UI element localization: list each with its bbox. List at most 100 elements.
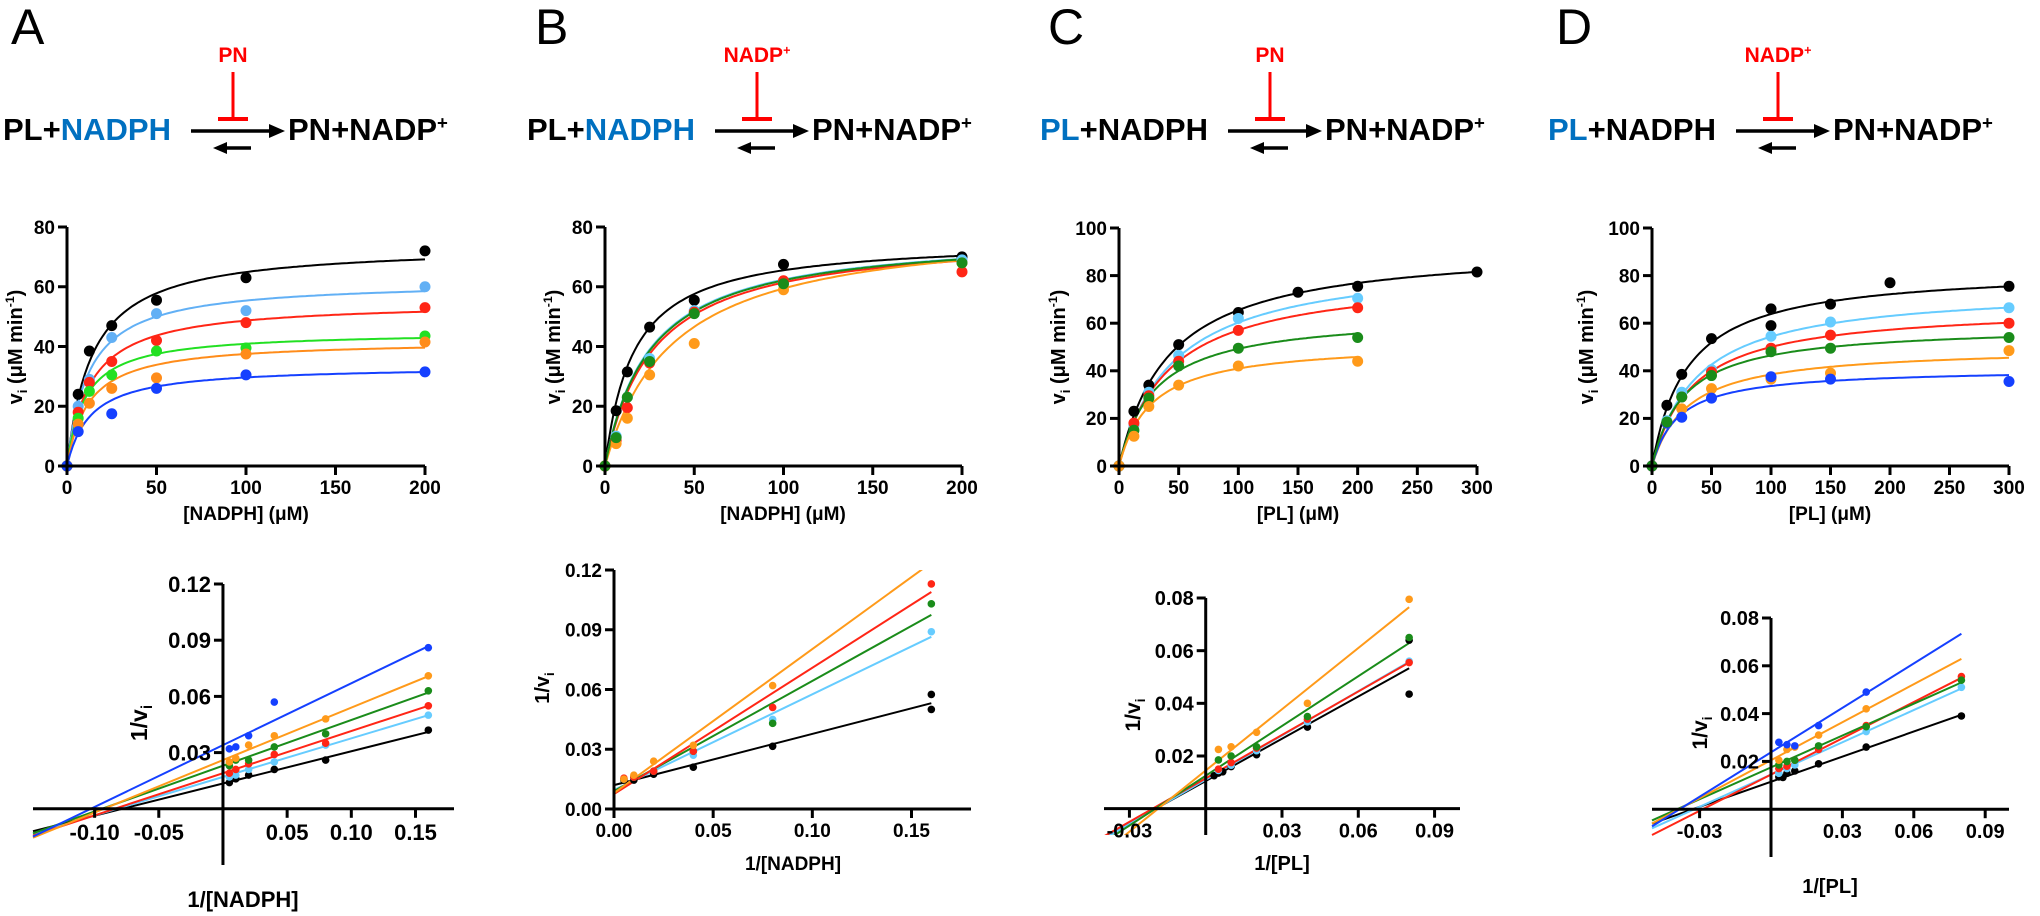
data-point-series-5 bbox=[1765, 346, 1777, 358]
reactant-nadph: NADPH bbox=[584, 112, 695, 147]
data-point-series-0 bbox=[72, 388, 84, 400]
data-point-series-5 bbox=[106, 408, 118, 420]
data-point-series-2 bbox=[1352, 302, 1364, 314]
x-tick-label: 250 bbox=[1401, 478, 1433, 499]
y-title-subscript: i bbox=[1132, 698, 1148, 702]
x-tick-label: 0 bbox=[62, 478, 73, 499]
plus-sign: + bbox=[1587, 112, 1606, 147]
y-title-units: (μM min bbox=[1048, 307, 1070, 389]
x-tick-label: 150 bbox=[857, 478, 889, 499]
y-title-main: 1/v bbox=[532, 675, 554, 704]
y-title-main: v bbox=[1576, 392, 1598, 404]
reactant-pl: PL bbox=[527, 112, 567, 147]
forward-arrowhead-icon bbox=[269, 124, 285, 138]
data-point-series-2 bbox=[1405, 658, 1413, 667]
panel-letter: D bbox=[1556, 0, 1593, 55]
y-title-main: v bbox=[1048, 392, 1070, 404]
reactants: PL+NADPH bbox=[3, 112, 171, 148]
data-point-series-5 bbox=[1783, 740, 1791, 749]
y-title-units: (μM min bbox=[1576, 307, 1598, 389]
data-point-series-1 bbox=[1825, 316, 1836, 328]
x-tick-label: 50 bbox=[146, 478, 167, 499]
inhibitor-charge: + bbox=[1804, 43, 1812, 58]
y-tick-label: 0 bbox=[44, 457, 55, 478]
reactants: PL+NADPH bbox=[1040, 112, 1208, 148]
x-tick-label: 0.00 bbox=[596, 821, 633, 842]
data-point-series-0 bbox=[621, 366, 633, 378]
data-point-series-0 bbox=[644, 321, 656, 333]
data-point-series-0 bbox=[321, 756, 330, 764]
data-point-series-4 bbox=[768, 681, 777, 690]
y-title-main: 1/v bbox=[1689, 720, 1712, 750]
y-title-units: (μM min bbox=[543, 307, 565, 389]
data-point-series-2 bbox=[2003, 317, 2015, 329]
data-point-series-5 bbox=[1814, 721, 1823, 730]
y-tick-label: 80 bbox=[1086, 266, 1107, 287]
y-tick-label: 20 bbox=[34, 397, 55, 418]
x-tick-label: 200 bbox=[1342, 478, 1374, 499]
data-point-series-5 bbox=[270, 698, 279, 706]
x-tick-label: 200 bbox=[946, 478, 978, 499]
data-point-series-4 bbox=[424, 671, 433, 680]
data-point-series-0 bbox=[424, 726, 433, 734]
products: PN+NADP+ bbox=[1325, 112, 1485, 148]
data-point-series-4 bbox=[1303, 699, 1312, 708]
y-tick-label: 40 bbox=[572, 337, 593, 358]
data-point-series-0 bbox=[689, 763, 698, 771]
data-point-series-5 bbox=[225, 745, 234, 753]
data-point-series-0 bbox=[270, 765, 279, 774]
data-point-series-4 bbox=[956, 257, 968, 269]
data-point-series-4 bbox=[83, 397, 95, 409]
fit-line-series-1 bbox=[66, 290, 425, 466]
x-tick-label: 0 bbox=[600, 478, 611, 499]
x-tick-label: 0.10 bbox=[794, 821, 831, 842]
data-point-series-0 bbox=[2003, 280, 2015, 292]
y-tick-label: 40 bbox=[34, 337, 55, 358]
data-point-series-4 bbox=[1676, 411, 1688, 423]
inhibitor-name: PN bbox=[1255, 44, 1285, 67]
x-tick-label: 100 bbox=[230, 478, 262, 499]
reactants: PL+NADPH bbox=[1548, 112, 1716, 148]
fit-line-series-0 bbox=[1118, 270, 1478, 466]
plus-sign: + bbox=[1079, 112, 1098, 147]
data-point-series-0 bbox=[1814, 759, 1823, 768]
data-point-series-4 bbox=[321, 715, 330, 723]
fit-line-series-5 bbox=[66, 371, 426, 466]
products: PN+NADP+ bbox=[288, 112, 448, 148]
data-point-series-0 bbox=[240, 272, 252, 284]
x-tick-label: 0.15 bbox=[893, 821, 930, 842]
fit-line-series-0 bbox=[604, 254, 963, 466]
x-tick-label: 0.10 bbox=[330, 820, 373, 845]
data-point-series-1 bbox=[270, 758, 279, 766]
data-point-series-3 bbox=[644, 369, 656, 381]
y-tick-label: 0.06 bbox=[565, 680, 602, 701]
y-axis-title: 1/vi bbox=[1122, 698, 1148, 731]
fit-line-series-5 bbox=[1651, 632, 1962, 828]
data-point-series-2 bbox=[106, 355, 118, 367]
data-point-series-2 bbox=[231, 765, 240, 774]
y-tick-label: 0.00 bbox=[565, 800, 602, 821]
plus-sign: + bbox=[566, 112, 585, 147]
data-point-series-2 bbox=[240, 317, 252, 329]
inhibitor-name: NADP bbox=[723, 44, 784, 67]
products-charge: + bbox=[961, 111, 972, 133]
fit-line-series-0 bbox=[66, 258, 426, 466]
x-tick-label: 50 bbox=[1701, 478, 1722, 499]
y-tick-label: 0.12 bbox=[565, 561, 602, 582]
x-tick-label: 200 bbox=[409, 478, 441, 499]
fit-line-series-1 bbox=[613, 635, 932, 791]
y-tick-label: 0.08 bbox=[1720, 608, 1759, 630]
data-point-series-2 bbox=[927, 600, 936, 608]
data-point-series-4 bbox=[689, 741, 698, 750]
y-title-end: ) bbox=[1048, 290, 1070, 297]
data-point-series-2 bbox=[424, 701, 433, 710]
data-point-series-4 bbox=[1862, 705, 1870, 713]
reactant-nadph: NADPH bbox=[1605, 112, 1716, 147]
plus-sign: + bbox=[42, 112, 61, 147]
data-point-series-5 bbox=[1791, 742, 1799, 750]
chart-a-michaelis-menten: 0 50 100 150 200 0 20 40 60 80 [NADPH] (μM) vi (μM … bbox=[3, 218, 441, 525]
data-point-series-5 bbox=[424, 643, 433, 652]
x-tick-label: 0.05 bbox=[266, 820, 309, 845]
x-tick-label: 250 bbox=[1934, 478, 1966, 499]
